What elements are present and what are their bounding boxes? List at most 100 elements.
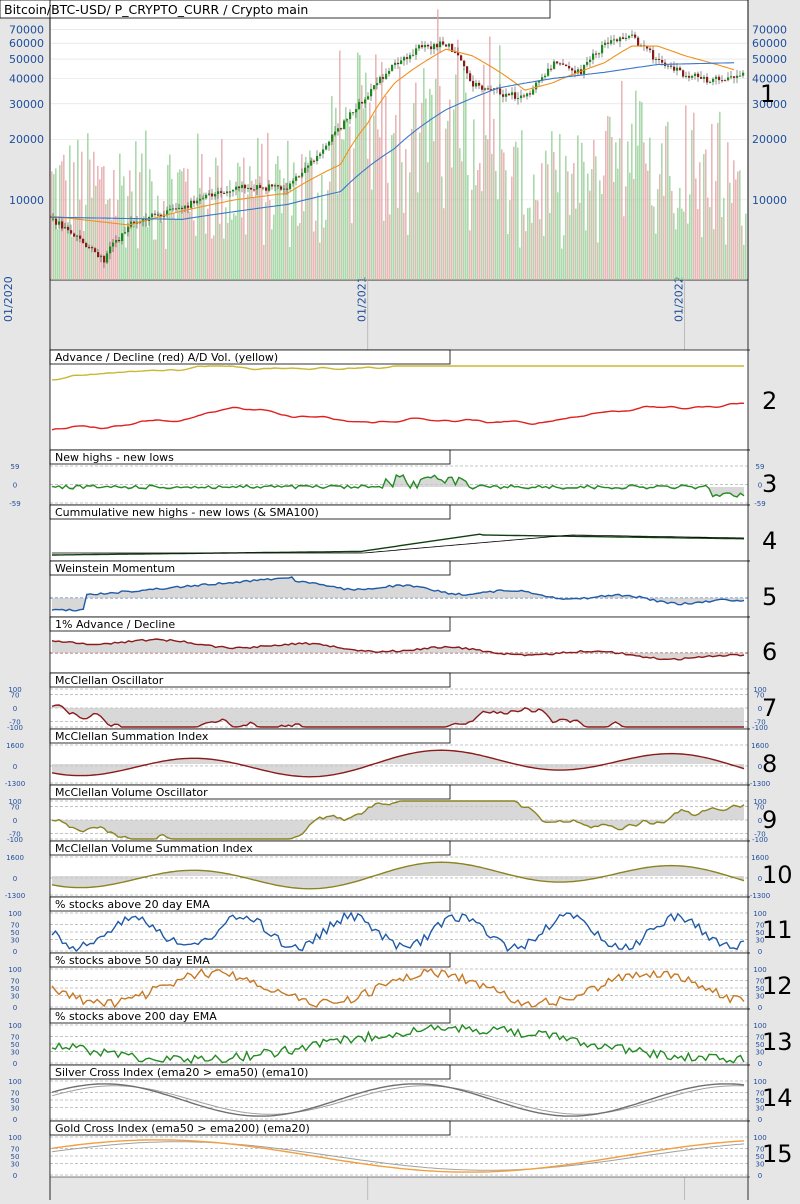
volume-bar xyxy=(563,235,565,280)
volume-bar xyxy=(165,248,167,280)
panel-tick-label-left: 30 xyxy=(11,993,20,1001)
volume-bar xyxy=(675,229,677,280)
volume-bar xyxy=(521,130,523,280)
volume-bar xyxy=(711,123,713,280)
candle-body xyxy=(259,185,262,189)
panel-tick-label-left: -100 xyxy=(7,724,23,732)
indicator-panel-8: McClellan Summation Index xyxy=(49,728,750,786)
volume-bar xyxy=(291,215,293,280)
volume-bar xyxy=(401,162,403,280)
candle-body xyxy=(187,205,190,208)
volume-bar xyxy=(163,200,165,280)
volume-bar xyxy=(341,139,343,280)
volume-bar xyxy=(177,172,179,280)
weinstein-momentum-line-fill xyxy=(52,577,744,611)
volume-bar xyxy=(71,236,73,280)
panel-tick-label-left: 50 xyxy=(11,1153,20,1161)
panel-tick-label-left: 30 xyxy=(11,1161,20,1169)
volume-bar xyxy=(87,133,89,280)
candle-body xyxy=(733,76,736,78)
volume-bar xyxy=(413,103,415,280)
volume-bar xyxy=(661,143,663,280)
candle-body xyxy=(331,134,334,142)
panel-tick-label-right: 100 xyxy=(753,798,766,806)
volume-bar xyxy=(337,193,339,280)
volume-bar xyxy=(299,223,301,280)
volume-bar xyxy=(499,45,501,280)
volume-bar xyxy=(555,169,557,280)
panel-tick-label-left: 30 xyxy=(11,1049,20,1057)
panel-tick-label-right: -100 xyxy=(752,836,768,844)
volume-bar xyxy=(603,175,605,280)
volume-bar xyxy=(353,148,355,280)
volume-bar xyxy=(467,175,469,280)
indicator-panel-11: % stocks above 20 day EMA xyxy=(49,896,750,954)
panel-tick-label-right: 50 xyxy=(756,1097,765,1105)
volume-bar xyxy=(439,85,441,280)
candle-body xyxy=(601,44,604,54)
volume-bar xyxy=(495,170,497,280)
candle-body xyxy=(415,48,418,55)
candle-body xyxy=(421,45,424,48)
volume-bar xyxy=(271,229,273,280)
candle-body xyxy=(301,172,304,177)
volume-bar xyxy=(483,64,485,281)
volume-bar xyxy=(111,219,113,280)
volume-bar xyxy=(147,227,149,280)
volume-bar xyxy=(695,178,697,280)
candle-body xyxy=(196,200,199,204)
panel-tick-label-left: 0 xyxy=(13,1172,17,1180)
candle-body xyxy=(85,242,88,248)
candle-body xyxy=(73,233,76,237)
mcclellan-oscillator-line xyxy=(51,704,744,728)
volume-bar xyxy=(215,157,217,280)
candle-body xyxy=(478,82,481,86)
volume-bar xyxy=(693,112,695,280)
volume-bar xyxy=(451,167,453,280)
panel-title: % stocks above 200 day EMA xyxy=(55,1010,217,1023)
volume-bar xyxy=(203,192,205,280)
panel-tick-label-left: 70 xyxy=(11,921,20,929)
candle-body xyxy=(121,233,124,242)
volume-bar xyxy=(431,94,433,280)
volume-bar xyxy=(473,119,475,281)
volume-bar xyxy=(115,215,117,280)
panel-tick-label-right: 0 xyxy=(758,1116,762,1124)
candle-body xyxy=(487,88,490,90)
volume-bar xyxy=(545,150,547,280)
volume-bar xyxy=(503,152,505,280)
x-tick-label: 01/2021 xyxy=(356,276,369,322)
candle-body xyxy=(226,191,229,194)
volume-bar xyxy=(187,168,189,280)
candle-body xyxy=(103,255,106,263)
volume-bar xyxy=(491,153,493,280)
volume-bar xyxy=(621,80,623,280)
volume-bar xyxy=(631,123,633,281)
volume-bar xyxy=(733,160,735,280)
panel-tick-label-left: 100 xyxy=(8,686,21,694)
volume-bar xyxy=(623,216,625,280)
volume-bar xyxy=(323,227,325,280)
indicator-panel-2: Advance / Decline (red) A/D Vol. (yellow… xyxy=(49,349,750,451)
volume-bar xyxy=(103,166,105,280)
panel-tick-label-right: 1600 xyxy=(751,742,769,750)
y-tick-label-left: 70000 xyxy=(9,24,44,37)
candle-body xyxy=(667,65,670,67)
panel-tick-label-right: 100 xyxy=(753,966,766,974)
candle-body xyxy=(178,207,181,210)
volume-bar xyxy=(267,132,269,280)
volume-bar xyxy=(569,215,571,280)
candle-body xyxy=(514,92,517,99)
volume-bar xyxy=(315,220,317,280)
panel-tick-label-right: 70 xyxy=(756,921,765,929)
volume-bar xyxy=(687,223,689,280)
volume-bar xyxy=(127,196,129,280)
candle-body xyxy=(457,52,460,56)
volume-bar xyxy=(403,212,405,280)
volume-bar xyxy=(255,179,257,280)
panel-tick-label-left: 0 xyxy=(13,1004,17,1012)
volume-bar xyxy=(135,141,137,280)
volume-bar xyxy=(173,213,175,280)
panel-tick-label-right: 70 xyxy=(756,692,765,700)
